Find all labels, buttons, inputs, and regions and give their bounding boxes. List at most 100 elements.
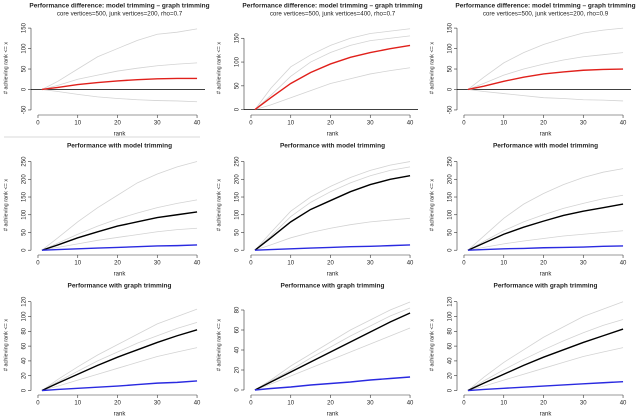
x-tick-label: 20	[327, 261, 334, 267]
y-tick-label: 50	[235, 82, 241, 89]
y-tick-label: 20	[22, 372, 28, 379]
y-tick-label: 40	[448, 357, 454, 364]
x-axis-label: rank	[540, 412, 553, 418]
x-tick-label: 0	[36, 121, 40, 127]
y-axis-label: # achieving rank <= x	[216, 179, 222, 232]
y-tick-label: 100	[448, 311, 454, 322]
series-line	[254, 244, 411, 251]
x-tick-label: 40	[194, 121, 201, 127]
series-line	[254, 376, 411, 391]
x-tick-label: 20	[114, 261, 121, 267]
panel: Performance difference: model trimming –…	[216, 3, 422, 138]
x-axis-label: rank	[327, 412, 340, 418]
series-line	[254, 67, 411, 111]
y-tick-label: 20	[448, 372, 454, 379]
series-line	[254, 28, 411, 110]
series-line	[467, 301, 624, 391]
series-line	[41, 62, 198, 90]
panel: Performance with graph trimming 0 10 20 30 40…	[3, 283, 201, 418]
chart-title: Performance with graph trimming	[67, 283, 171, 290]
chart-title: Performance with graph trimming	[280, 283, 384, 290]
y-tick-label: 40	[22, 357, 28, 364]
x-tick-label: 30	[154, 261, 161, 267]
x-tick-label: 40	[620, 401, 627, 407]
y-tick-label: 0	[235, 107, 241, 111]
y-tick-label: 200	[448, 174, 454, 185]
x-tick-label: 10	[500, 261, 507, 267]
y-tick-label: 20	[235, 366, 241, 373]
series-line	[41, 211, 198, 251]
series-line	[467, 380, 624, 392]
y-tick-label: 50	[448, 65, 454, 72]
series-line	[467, 347, 624, 391]
y-tick-label: 100	[235, 209, 241, 220]
series-line	[467, 319, 624, 391]
series-line	[467, 52, 624, 90]
series-line	[467, 230, 624, 251]
x-tick-label: 10	[500, 121, 507, 127]
y-tick-label: 200	[235, 174, 241, 185]
x-tick-label: 10	[74, 121, 81, 127]
x-tick-label: 10	[287, 121, 294, 127]
y-tick-label: 100	[448, 43, 454, 54]
y-tick-label: 0	[235, 388, 241, 392]
x-tick-label: 0	[462, 121, 466, 127]
y-tick-label: 40	[235, 346, 241, 353]
x-tick-label: 40	[407, 401, 414, 407]
series-line	[467, 68, 624, 91]
x-tick-label: 10	[287, 401, 294, 407]
x-tick-label: 20	[114, 401, 121, 407]
x-tick-label: 0	[249, 401, 253, 407]
chart-title: Performance difference: model trimming –…	[29, 3, 209, 10]
y-axis-label: # achieving rank <= x	[216, 319, 222, 372]
x-tick-label: 0	[462, 401, 466, 407]
y-tick-label: 100	[448, 209, 454, 220]
series-line	[254, 327, 411, 391]
x-tick-label: 20	[327, 121, 334, 127]
y-tick-label: 150	[22, 22, 28, 33]
chart-title: Performance difference: model trimming –…	[455, 3, 635, 10]
y-tick-label: 250	[235, 156, 241, 167]
y-tick-label: 100	[22, 209, 28, 220]
x-tick-label: 30	[580, 261, 587, 267]
x-axis-label: rank	[114, 412, 127, 418]
x-tick-label: 30	[154, 121, 161, 127]
x-tick-label: 0	[36, 401, 40, 407]
x-tick-label: 20	[540, 401, 547, 407]
x-tick-label: 40	[407, 121, 414, 127]
x-axis-label: rank	[114, 132, 127, 138]
x-tick-label: 0	[36, 261, 40, 267]
y-axis-label: # achieving rank <= x	[3, 179, 9, 232]
x-tick-label: 40	[620, 261, 627, 267]
series-line	[467, 168, 624, 251]
y-tick-label: 200	[22, 174, 28, 185]
y-tick-label: 50	[448, 228, 454, 235]
series-line	[467, 245, 624, 251]
x-tick-label: 0	[249, 261, 253, 267]
y-tick-label: 100	[22, 311, 28, 322]
chart-subtitle: core vertices=500, junk vertices=400, rh…	[270, 11, 396, 18]
x-tick-label: 40	[407, 261, 414, 267]
x-tick-label: 30	[580, 401, 587, 407]
x-tick-label: 10	[500, 401, 507, 407]
y-axis-label: # achieving rank <= x	[429, 179, 435, 232]
series-line	[254, 44, 411, 111]
panel: Performance with model trimming 0 10 20 30 40…	[3, 143, 201, 278]
series-line	[467, 194, 624, 251]
y-tick-label: 60	[22, 342, 28, 349]
series-line	[254, 217, 411, 251]
y-tick-label: 100	[235, 56, 241, 67]
series-line	[467, 328, 624, 392]
x-tick-label: 20	[327, 401, 334, 407]
y-tick-label: 120	[22, 296, 28, 307]
x-tick-label: 0	[249, 121, 253, 127]
x-tick-label: 30	[367, 401, 374, 407]
x-tick-label: 20	[114, 121, 121, 127]
y-axis-label: # achieving rank <= x	[216, 42, 222, 95]
x-tick-label: 30	[367, 121, 374, 127]
y-tick-label: 50	[22, 65, 28, 72]
x-tick-label: 10	[74, 261, 81, 267]
x-tick-label: 10	[74, 401, 81, 407]
y-tick-label: 120	[448, 296, 454, 307]
chart-title: Performance with model trimming	[67, 143, 172, 150]
